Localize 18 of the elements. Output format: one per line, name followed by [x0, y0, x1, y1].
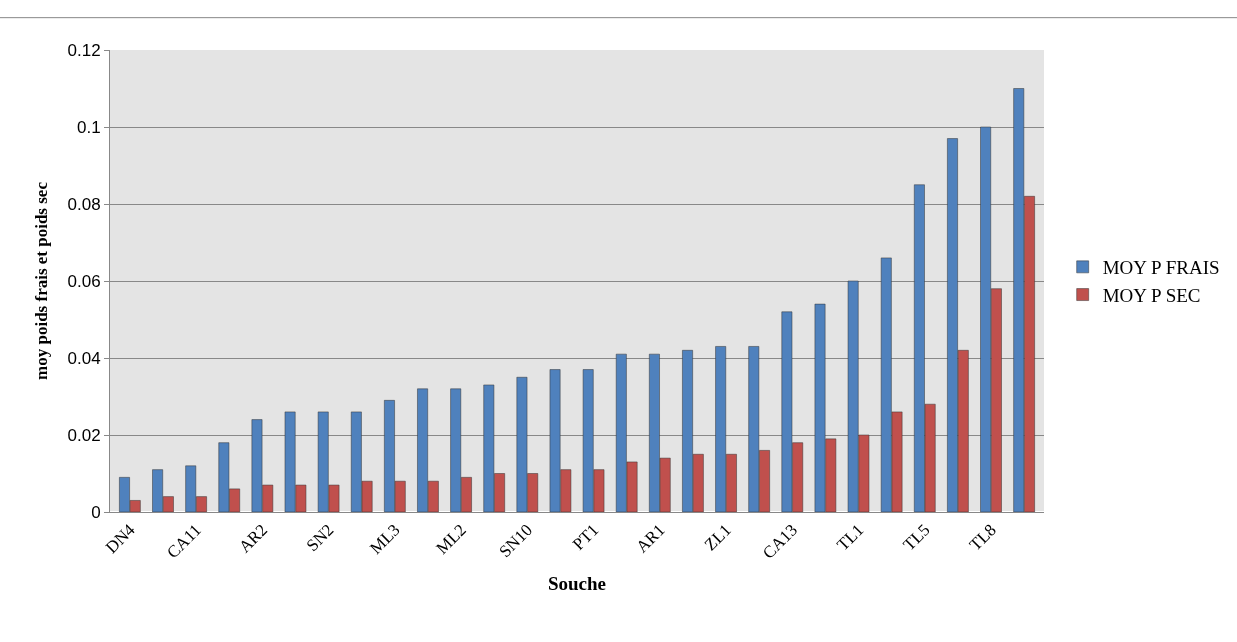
legend-label: MOY P SEC	[1102, 284, 1201, 306]
x-tick-label: TL1	[833, 520, 868, 555]
legend-label: MOY P FRAIS	[1102, 257, 1220, 279]
y-tick-label: 0.04	[67, 348, 101, 368]
y-tick-label: 0.1	[76, 117, 101, 137]
y-axis-title: moy poids frais et poids sec	[32, 181, 52, 380]
x-tick-label: ZL1	[700, 520, 735, 555]
x-tick-label: AR2	[235, 520, 272, 557]
x-tick-label: PT1	[568, 520, 603, 554]
y-tick-label: 0.08	[67, 194, 101, 214]
y-tick-label: 0.02	[67, 425, 101, 445]
x-tick-label: SN2	[302, 520, 338, 556]
y-tick-label: 0.06	[67, 271, 101, 291]
x-tick-label: TL8	[965, 520, 1000, 555]
x-axis-title: Souche	[547, 573, 607, 595]
x-tick-label: TL5	[899, 520, 934, 555]
y-tick-label: 0	[91, 502, 101, 522]
y-tick-label: 0.12	[67, 40, 101, 60]
